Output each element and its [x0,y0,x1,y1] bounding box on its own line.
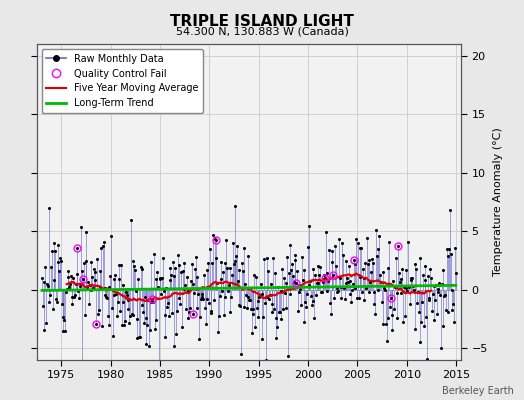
Text: Berkeley Earth: Berkeley Earth [442,386,514,396]
Text: TRIPLE ISLAND LIGHT: TRIPLE ISLAND LIGHT [170,14,354,29]
Legend: Raw Monthly Data, Quality Control Fail, Five Year Moving Average, Long-Term Tren: Raw Monthly Data, Quality Control Fail, … [41,49,203,113]
Y-axis label: Temperature Anomaly (°C): Temperature Anomaly (°C) [494,128,504,276]
Text: 54.300 N, 130.883 W (Canada): 54.300 N, 130.883 W (Canada) [176,26,348,36]
